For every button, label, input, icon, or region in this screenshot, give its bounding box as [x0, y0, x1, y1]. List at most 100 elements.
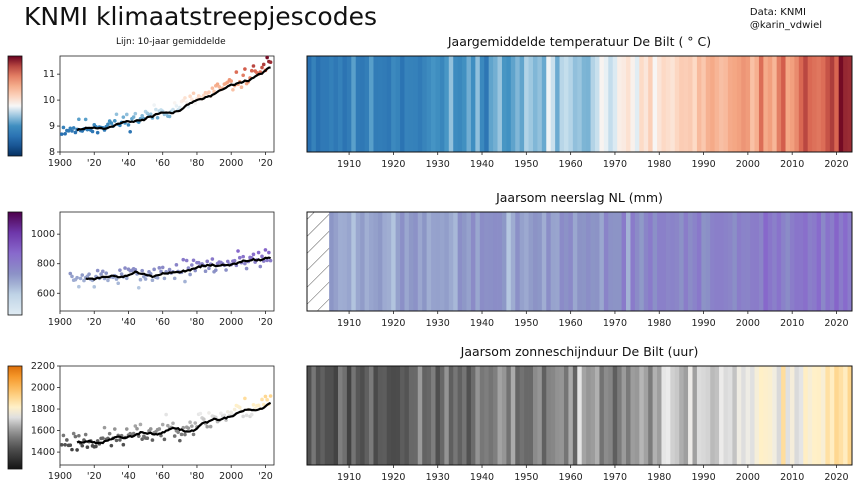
scatter-point	[78, 276, 83, 281]
stripe	[484, 212, 490, 311]
stripe	[395, 366, 401, 465]
stripe	[785, 212, 791, 311]
stripe	[643, 366, 649, 465]
stripe	[732, 56, 738, 152]
stripe	[448, 366, 454, 465]
scatter-point	[184, 100, 189, 105]
scatter-point	[121, 115, 126, 119]
x-tick-label: '20	[87, 158, 102, 169]
stripe	[781, 212, 786, 311]
stripe	[665, 366, 671, 465]
scatter-point	[193, 268, 198, 273]
stripe	[829, 212, 835, 311]
stripe	[515, 366, 521, 465]
stripe	[825, 212, 831, 311]
panel-2: Jaarsom neerslag NL (mm) 600 800 1000 1900 '2…	[7, 190, 853, 329]
scatter-point	[135, 426, 139, 431]
stripe	[510, 56, 516, 152]
scatter-point	[181, 425, 186, 430]
stripe	[648, 212, 654, 311]
scatter-point	[186, 104, 191, 109]
scatter-point	[181, 98, 186, 103]
stripe	[781, 56, 786, 152]
scatter-point	[70, 447, 74, 452]
stripe	[603, 56, 609, 152]
stripe	[488, 366, 494, 465]
scatter-point	[241, 73, 245, 78]
scatter-point	[126, 123, 131, 127]
stripe	[767, 56, 773, 152]
stripe	[577, 56, 583, 152]
x-tick-label: 1910	[337, 472, 361, 483]
scatter-point	[193, 421, 198, 425]
scatter-point	[268, 60, 273, 64]
stripe	[630, 366, 636, 465]
stripe	[741, 56, 747, 152]
stripe	[546, 56, 552, 152]
scatter-point	[61, 433, 66, 438]
stripe	[719, 56, 724, 152]
scatter-point	[159, 269, 163, 274]
stripe	[630, 212, 636, 311]
x-tick-label: 1930	[426, 159, 450, 170]
stripe	[736, 366, 742, 465]
scatter-point	[73, 434, 78, 439]
stripe	[550, 212, 556, 311]
author-credit: @karin_vdwiel	[749, 20, 822, 31]
scatter-point	[210, 257, 215, 261]
stripe	[719, 366, 724, 465]
stripe	[612, 212, 618, 311]
stripe	[838, 366, 844, 465]
scatter-point	[80, 443, 85, 448]
scatter-point	[232, 258, 237, 263]
stripe	[462, 212, 467, 311]
stripe	[395, 212, 401, 311]
stripe	[705, 56, 711, 152]
scatter-point	[160, 422, 165, 427]
stripe	[834, 212, 840, 311]
stripe	[572, 366, 578, 465]
stripe	[745, 212, 751, 311]
scatter-point	[215, 82, 220, 86]
credits: Data: KNMI @karin_vdwiel	[750, 6, 822, 32]
stripe	[599, 366, 605, 465]
scatter-point	[83, 432, 88, 437]
x-tick-label: '20	[258, 317, 273, 328]
stripe	[377, 366, 383, 465]
stripe	[338, 366, 343, 465]
page-title: KNMI klimaatstreepjescodes	[24, 2, 378, 31]
stripes-frame	[306, 365, 853, 466]
scatter-point	[77, 117, 81, 122]
stripe	[417, 56, 423, 152]
stripe	[506, 212, 512, 311]
stripe	[825, 366, 831, 465]
scatter-point	[119, 272, 124, 276]
scatter-point	[140, 437, 144, 441]
scatter-point	[179, 432, 184, 437]
stripe	[581, 56, 587, 152]
scatter-point	[106, 122, 110, 127]
x-tick-label: 1970	[603, 318, 627, 329]
scatter-point	[71, 126, 76, 130]
scatter-point	[107, 431, 112, 436]
stripe	[661, 56, 667, 152]
stripe	[665, 56, 671, 152]
stripe	[643, 56, 649, 152]
stripe	[528, 366, 534, 465]
scatter-point	[172, 434, 177, 438]
stripe	[714, 212, 720, 311]
x-tick-label: 1990	[691, 159, 715, 170]
stripe	[555, 56, 560, 152]
stripe	[501, 212, 507, 311]
scatter-point	[59, 442, 64, 447]
x-tick-label: '20	[258, 471, 273, 482]
scatter-point	[94, 444, 98, 449]
stripe	[714, 366, 720, 465]
x-tick-label: 1940	[470, 318, 494, 329]
scatter-point	[152, 267, 156, 272]
stripe	[812, 212, 817, 311]
stripe	[785, 56, 791, 152]
stripe	[470, 212, 476, 311]
y-tick-label: 1800	[31, 404, 55, 415]
scatter-point	[225, 259, 230, 264]
